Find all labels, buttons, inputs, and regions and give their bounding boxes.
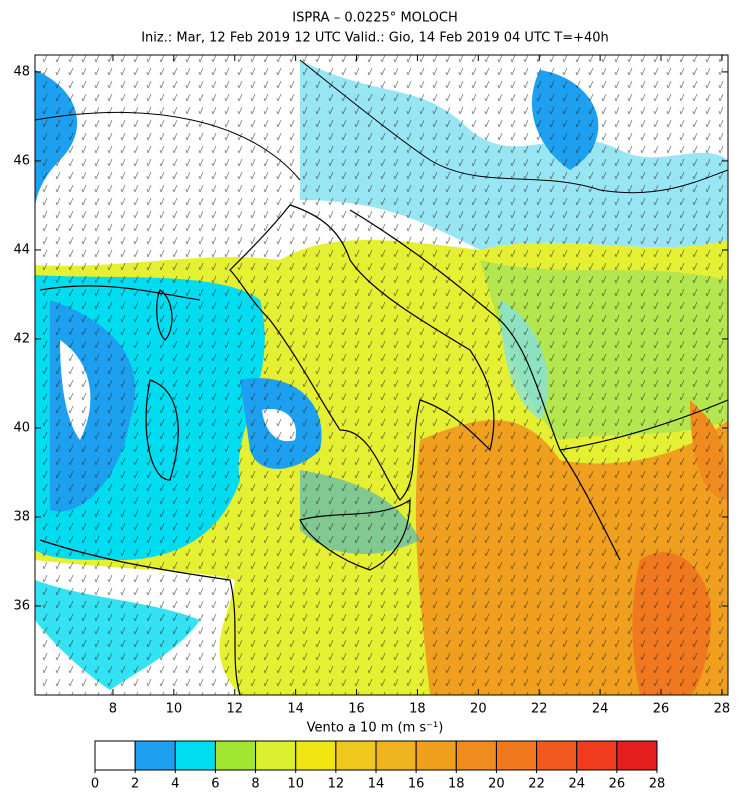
colorbar-box bbox=[295, 740, 337, 771]
lon-tick-label: 26 bbox=[653, 702, 670, 717]
colorbar-tick-label: 4 bbox=[171, 777, 179, 792]
lon-tick-label: 22 bbox=[531, 702, 548, 717]
lat-tick-label: 36 bbox=[13, 598, 30, 613]
colorbar-box bbox=[495, 740, 538, 771]
colorbar-box bbox=[415, 740, 457, 771]
colorbar-tick-label: 0 bbox=[91, 777, 99, 792]
colorbar-box bbox=[536, 740, 578, 771]
colorbar-box bbox=[134, 740, 176, 771]
colorbar-tick-label: 20 bbox=[488, 777, 505, 792]
lat-tick-label: 38 bbox=[13, 509, 30, 524]
lon-tick-label: 20 bbox=[470, 702, 487, 717]
subtitle: Iniz.: Mar, 12 Feb 2019 12 UTC Valid.: G… bbox=[141, 31, 609, 46]
wind-field bbox=[35, 55, 728, 695]
colorbar-tick-label: 24 bbox=[568, 777, 585, 792]
colorbar-tick-label: 6 bbox=[211, 777, 219, 792]
colorbar-box bbox=[335, 740, 377, 771]
lon-tick-label: 16 bbox=[348, 702, 365, 717]
colorbar-tick-label: 28 bbox=[649, 777, 666, 792]
colorbar-tick-label: 26 bbox=[609, 777, 626, 792]
lat-tick-label: 46 bbox=[13, 153, 30, 168]
colorbar-tick-label: 22 bbox=[528, 777, 545, 792]
lon-tick-label: 28 bbox=[714, 702, 731, 717]
lat-tick-label: 42 bbox=[13, 331, 30, 346]
colorbar-box bbox=[255, 740, 297, 771]
colorbar-tick-label: 18 bbox=[448, 777, 465, 792]
colorbar-tick-label: 8 bbox=[251, 777, 259, 792]
colorbar-box bbox=[174, 740, 216, 771]
colorbar-box bbox=[455, 740, 497, 771]
title: ISPRA – 0.0225° MOLOCH bbox=[292, 11, 458, 26]
colorbar-box bbox=[214, 740, 257, 771]
map-frame bbox=[34, 54, 729, 696]
colorbar-box bbox=[616, 740, 658, 771]
lon-tick-label: 10 bbox=[166, 702, 183, 717]
lon-tick-label: 24 bbox=[592, 702, 609, 717]
lon-tick-label: 12 bbox=[226, 702, 243, 717]
lat-tick-label: 48 bbox=[13, 64, 30, 79]
colorbar-tick-label: 16 bbox=[408, 777, 425, 792]
colorbar-tick-label: 14 bbox=[368, 777, 385, 792]
lat-tick-label: 44 bbox=[13, 242, 30, 257]
lon-tick-label: 18 bbox=[409, 702, 426, 717]
lon-tick-label: 14 bbox=[287, 702, 304, 717]
colorbar-box bbox=[375, 740, 417, 771]
colorbar-tick-label: 12 bbox=[328, 777, 345, 792]
colorbar-label: Vento a 10 m (m s⁻¹) bbox=[307, 721, 444, 736]
colorbar-box bbox=[576, 740, 618, 771]
lon-tick-label: 8 bbox=[109, 702, 117, 717]
colorbar-tick-label: 10 bbox=[287, 777, 304, 792]
lat-tick-label: 40 bbox=[13, 420, 30, 435]
colorbar-tick-label: 2 bbox=[131, 777, 139, 792]
colorbar-box bbox=[94, 740, 136, 771]
